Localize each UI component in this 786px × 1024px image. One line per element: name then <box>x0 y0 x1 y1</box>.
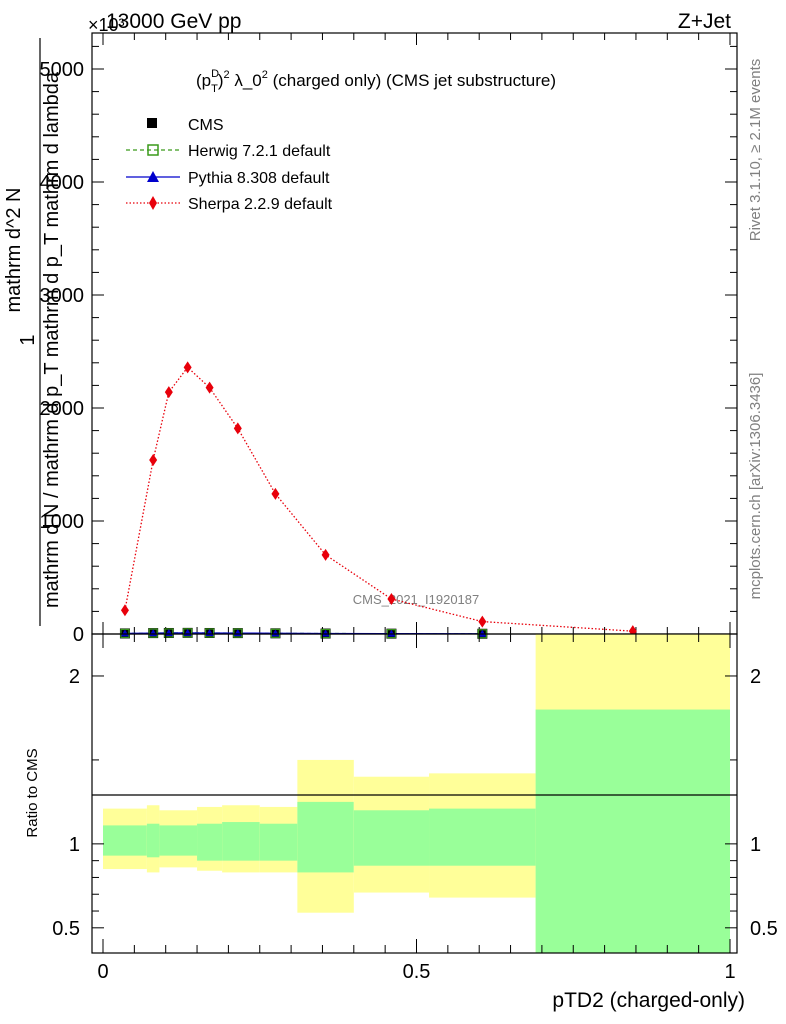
y-label-denominator: mathrm d N / mathrm d p_T mathrm d p_T m… <box>41 71 63 608</box>
ratio-band-inner <box>222 822 260 861</box>
main-ytick-label: 4000 <box>40 172 85 194</box>
sherpa-point <box>321 548 330 561</box>
mcplots-label: mcplots.cern.ch [arXiv:1306.3436] <box>747 373 764 600</box>
x-axis-label: pTD2 (charged-only) <box>552 989 745 1012</box>
y-exponent-label: ×10³ <box>88 15 125 35</box>
main-ytick-label: 1000 <box>40 511 85 533</box>
ratio-band-inner <box>353 810 430 866</box>
sherpa-point <box>205 381 214 394</box>
ratio-band-inner <box>535 709 730 953</box>
sherpa-point <box>183 361 192 374</box>
y-axis-label: 1 mathrm d N / mathrm d p_T mathrm d p_T… <box>3 38 63 626</box>
main-ytick-label: 2000 <box>40 398 85 420</box>
plot-subtitle: (pD T)2 λ_02 (charged only) (CMS jet subs… <box>196 68 556 95</box>
herwig-marker-icon <box>147 144 159 156</box>
legend-entry-sherpa: Sherpa 2.2.9 default <box>126 196 333 213</box>
ratio-xtick-label: 0 <box>97 961 108 983</box>
ratio-band-inner <box>429 808 536 866</box>
main-ytick-label: 5000 <box>40 59 85 81</box>
sherpa-point <box>387 592 396 605</box>
y-label-numerator: 1 <box>17 334 39 345</box>
pythia-point <box>478 629 487 637</box>
analysis-watermark: CMS_2021_I1920187 <box>353 592 480 607</box>
main-ytick-label: 3000 <box>40 285 85 307</box>
subtitle-text: (pD T)2 λ_02 (charged only) (CMS jet subs… <box>196 68 556 95</box>
sherpa-point <box>164 386 173 399</box>
ratio-xtick-label: 0.5 <box>403 961 431 983</box>
legend-sherpa-label: Sherpa 2.2.9 default <box>188 196 333 213</box>
ratio-uncertainty-bands <box>103 634 730 953</box>
ratio-band-inner <box>103 825 147 856</box>
ratio-y-label: Ratio to CMS <box>24 748 41 837</box>
ratio-band-inner <box>259 823 298 861</box>
sherpa-point <box>271 487 280 500</box>
pythia-point <box>387 629 396 637</box>
ratio-ytick-label-right: 0.5 <box>750 918 778 940</box>
ratio-band-inner <box>159 825 198 856</box>
ratio-xtick-label: 1 <box>724 961 735 983</box>
legend-herwig-label: Herwig 7.2.1 default <box>188 143 331 160</box>
process-label: Z+Jet <box>678 10 731 33</box>
main-y-ticks: 0 1000 2000 3000 4000 5000 <box>40 45 737 646</box>
legend-entry-cms: CMS <box>147 117 224 134</box>
legend-pythia-label: Pythia 8.308 default <box>188 170 330 187</box>
legend-entry-pythia: Pythia 8.308 default <box>126 170 330 187</box>
ratio-ytick-label: 0.5 <box>52 918 80 940</box>
ratio-band-inner <box>197 823 223 861</box>
cms-marker-icon <box>147 118 157 128</box>
pythia-point <box>120 629 129 637</box>
ratio-x-ticks: 0 0.5 1 <box>97 634 736 983</box>
energy-label: 13000 GeV pp <box>106 10 241 33</box>
pythia-marker-icon <box>147 171 159 182</box>
pythia-point <box>321 629 330 637</box>
legend: CMS Herwig 7.2.1 default Pythia 8.308 de… <box>126 117 333 213</box>
ratio-ytick-label-right: 1 <box>750 834 761 856</box>
ratio-band-inner <box>297 801 354 873</box>
main-ytick-label: 0 <box>73 624 84 646</box>
ratio-ytick-label-right: 2 <box>750 666 761 688</box>
legend-cms-label: CMS <box>188 117 224 134</box>
ratio-band-inner <box>146 823 160 858</box>
legend-entry-herwig: Herwig 7.2.1 default <box>126 143 331 160</box>
ratio-plot-frame <box>91 633 738 954</box>
rivet-label: Rivet 3.1.10, ≥ 2.1M events <box>747 59 764 242</box>
sherpa-point <box>233 422 242 435</box>
sherpa-point <box>120 604 129 617</box>
main-x-ticks <box>102 33 731 634</box>
ratio-ytick-label: 1 <box>69 834 80 856</box>
sherpa-point <box>478 615 487 628</box>
ratio-ytick-label: 2 <box>69 666 80 688</box>
ratio-y-ticks: 0.5 0.5 1 1 2 2 <box>52 666 778 940</box>
sherpa-marker-icon <box>149 196 157 210</box>
sherpa-point <box>149 453 158 466</box>
y-label-top: mathrm d^2 N <box>3 188 25 313</box>
